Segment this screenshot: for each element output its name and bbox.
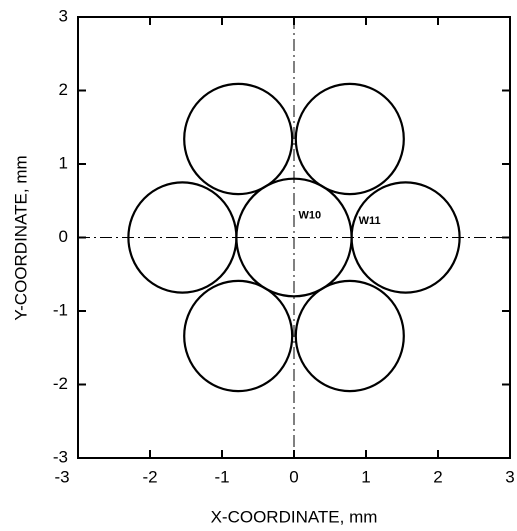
wire-circle [350,181,461,294]
annotation: W11 [359,215,381,227]
wire-circle [294,82,405,196]
x-tick-label: 1 [361,467,370,486]
y-tick-label: 0 [59,227,68,246]
wire-circle [127,181,238,294]
y-tick-label: 1 [59,153,68,172]
wire-circle [183,279,294,393]
x-tick-label: -2 [142,467,157,486]
x-tick-label: 2 [433,467,442,486]
y-tick-label: -1 [53,300,68,319]
y-axis-label: Y-COORDINATE, mm [11,155,30,320]
wire-circle [294,279,405,393]
wire-circle [183,82,294,196]
y-tick-label: -2 [53,374,68,393]
x-tick-label: -1 [214,467,229,486]
x-tick-label: 0 [289,467,298,486]
x-tick-label: 3 [505,467,514,486]
y-tick-label: -3 [53,447,68,466]
annotation: W10 [299,209,322,221]
x-axis-label: X-COORDINATE, mm [211,507,378,526]
y-tick-label: 2 [59,80,68,99]
x-tick-label: -3 [54,467,69,486]
y-tick-label: 3 [59,6,68,25]
